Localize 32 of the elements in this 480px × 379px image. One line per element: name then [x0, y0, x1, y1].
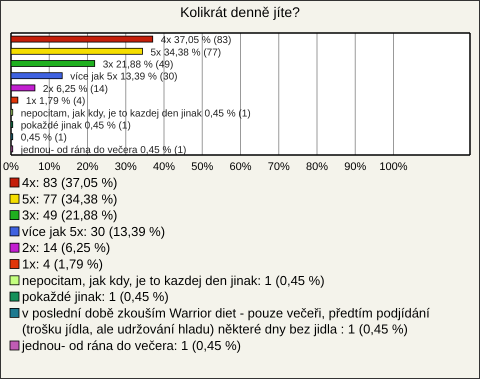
legend-label: 5x: 77 (34,38 %): [22, 191, 118, 206]
data-label: 1x 1,79 % (4): [26, 96, 86, 108]
legend-label: 2x: 14 (6,25 %): [22, 240, 110, 256]
legend-label: více jak 5x: 30 (13,39 %): [22, 224, 166, 239]
legend-label: pokaždé jinak: 1 (0,45 %): [22, 289, 169, 304]
x-tick-label: 100%: [379, 161, 408, 173]
x-tick-label: 90%: [344, 161, 366, 173]
data-label: více jak 5x 13,39 % (30): [70, 72, 178, 83]
x-tick-label: 50%: [191, 161, 214, 173]
data-label: 3x 21,88 % (49): [102, 60, 174, 70]
legend-label: v poslední době zkouším Warrior diet - pouze večeři, předtím podjídání (trošku jídla, ale udržování hladu) některé dny bez jidla : 1 (0,45 %): [22, 305, 430, 337]
x-tick-label: 80%: [306, 161, 328, 173]
legend-label: jednou- od rána do večera: 1 (0,45 %): [21, 338, 241, 353]
legend-label: nepocitam, jak kdy, je to kazdej den jinak: 1 (0,45 %): [22, 272, 325, 288]
legend-label: 3x: 49 (21,88 %): [22, 208, 118, 223]
data-label: 5x 34,38 % (77): [150, 47, 222, 58]
legend-label: 4x: 83 (37,05 %): [22, 175, 118, 190]
x-tick-label: 20%: [76, 161, 99, 173]
x-tick-label: 10%: [38, 161, 60, 173]
data-label: jednou- od rána do večera 0,45 % (1): [20, 144, 186, 156]
data-label: 2x 6,25 % (14): [42, 84, 108, 95]
x-tick-label: 70%: [268, 161, 290, 173]
data-label: nepocitam, jak kdy, je to kazdej den jinak 0,45 % (1): [20, 108, 251, 120]
x-tick-label: 30%: [114, 161, 137, 173]
x-tick-label: 60%: [229, 161, 252, 173]
chart-title: Kolikrát denně jíte?: [180, 4, 300, 20]
data-label: 4x 37,05 % (83): [160, 35, 232, 46]
x-tick-label: 40%: [152, 161, 176, 173]
x-tick-label: 0%: [3, 161, 20, 173]
data-label: 0,45 % (1): [20, 132, 67, 144]
legend-label: 1x: 4 (1,79 %): [22, 256, 103, 272]
data-label: pokaždé jinak 0,45 % (1): [20, 120, 131, 132]
